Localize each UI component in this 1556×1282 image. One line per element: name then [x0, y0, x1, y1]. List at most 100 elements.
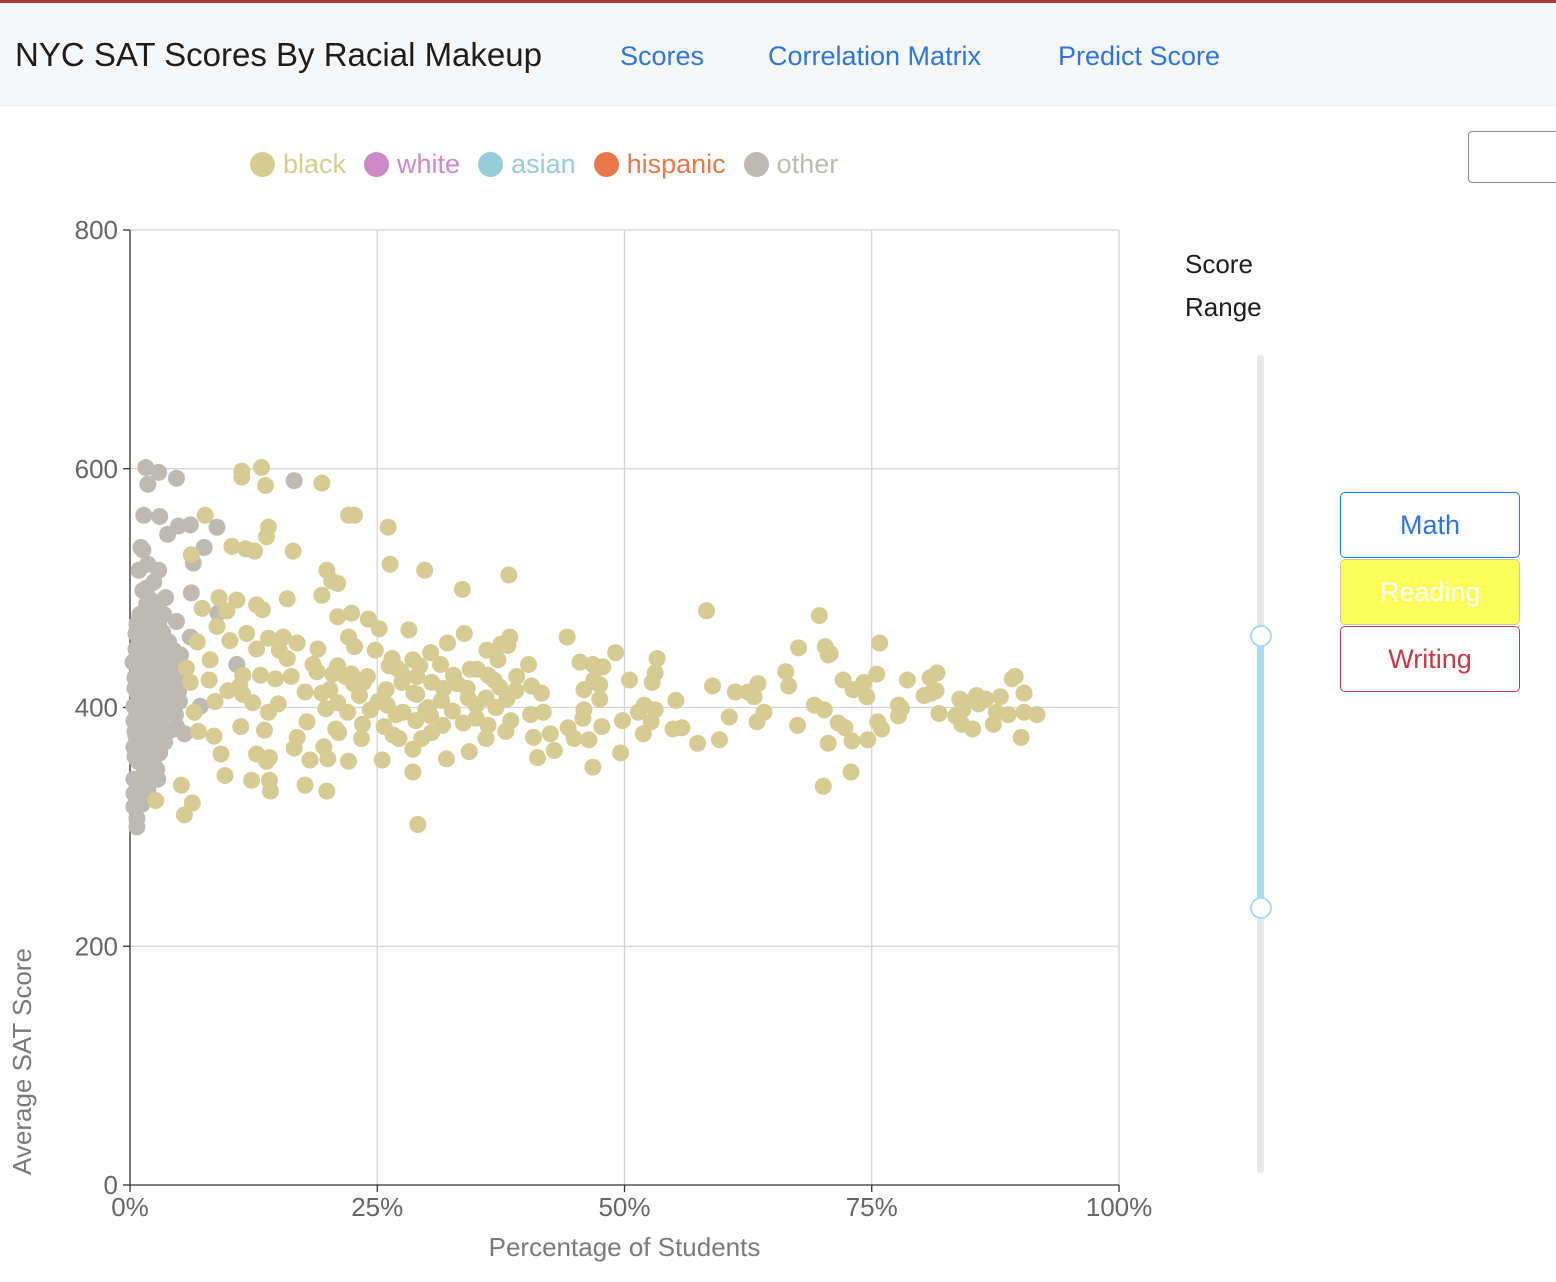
data-point-black[interactable] — [1003, 670, 1021, 688]
data-point-black[interactable] — [789, 716, 807, 734]
data-point-black[interactable] — [921, 669, 939, 687]
data-point-black[interactable] — [248, 640, 266, 658]
score-range-handle-high[interactable] — [1249, 624, 1272, 647]
data-point-black[interactable] — [1028, 706, 1046, 724]
data-point-other[interactable] — [137, 459, 155, 477]
data-point-black[interactable] — [205, 727, 223, 745]
data-point-other[interactable] — [132, 539, 150, 557]
data-point-black[interactable] — [1015, 703, 1033, 721]
data-point-black[interactable] — [256, 476, 274, 494]
data-point-black[interactable] — [284, 542, 302, 560]
data-point-black[interactable] — [455, 624, 473, 642]
data-point-black[interactable] — [313, 684, 331, 702]
data-point-other[interactable] — [132, 792, 150, 810]
data-point-other[interactable] — [167, 469, 185, 487]
data-point-black[interactable] — [629, 703, 647, 721]
data-point-black[interactable] — [317, 700, 335, 718]
data-point-black[interactable] — [278, 650, 296, 668]
data-point-black[interactable] — [460, 743, 478, 761]
data-point-black[interactable] — [489, 651, 507, 669]
data-point-other[interactable] — [182, 584, 200, 602]
data-point-other[interactable] — [139, 475, 157, 493]
data-point-black[interactable] — [407, 712, 425, 730]
data-point-black[interactable] — [330, 724, 348, 742]
data-point-black[interactable] — [246, 542, 264, 560]
data-point-black[interactable] — [350, 687, 368, 705]
data-point-black[interactable] — [584, 758, 602, 776]
math-button[interactable]: Math — [1340, 492, 1520, 558]
data-point-black[interactable] — [454, 714, 472, 732]
data-point-black[interactable] — [257, 528, 275, 546]
data-point-black[interactable] — [193, 599, 211, 617]
data-point-black[interactable] — [594, 658, 612, 676]
data-point-other[interactable] — [159, 525, 177, 543]
data-point-black[interactable] — [188, 633, 206, 651]
score-range-handle-low[interactable] — [1249, 897, 1272, 920]
data-point-black[interactable] — [508, 667, 526, 685]
data-point-black[interactable] — [390, 730, 408, 748]
data-point-other[interactable] — [145, 677, 163, 695]
data-point-black[interactable] — [353, 715, 371, 733]
legend-item-asian[interactable]: asian — [478, 149, 576, 180]
data-point-black[interactable] — [634, 725, 652, 743]
data-point-black[interactable] — [172, 776, 190, 794]
data-point-black[interactable] — [206, 693, 224, 711]
data-point-black[interactable] — [324, 665, 342, 683]
data-point-black[interactable] — [868, 665, 886, 683]
data-point-black[interactable] — [648, 650, 666, 668]
data-point-black[interactable] — [261, 782, 279, 800]
data-point-black[interactable] — [379, 518, 397, 536]
data-point-black[interactable] — [200, 671, 218, 689]
data-point-black[interactable] — [404, 740, 422, 758]
data-point-other[interactable] — [126, 747, 144, 765]
data-point-black[interactable] — [433, 691, 451, 709]
data-point-black[interactable] — [243, 771, 261, 789]
data-point-other[interactable] — [130, 706, 148, 724]
data-point-black[interactable] — [930, 704, 948, 722]
data-point-black[interactable] — [858, 688, 876, 706]
data-point-black[interactable] — [698, 602, 716, 620]
data-point-black[interactable] — [373, 751, 391, 769]
data-point-black[interactable] — [777, 663, 795, 681]
data-point-black[interactable] — [815, 701, 833, 719]
data-point-black[interactable] — [810, 607, 828, 625]
data-point-black[interactable] — [404, 763, 422, 781]
data-point-black[interactable] — [288, 634, 306, 652]
data-point-black[interactable] — [285, 739, 303, 757]
data-point-black[interactable] — [346, 638, 364, 656]
data-point-black[interactable] — [819, 646, 837, 664]
data-point-black[interactable] — [196, 506, 214, 524]
data-point-other[interactable] — [150, 463, 168, 481]
data-point-black[interactable] — [842, 763, 860, 781]
data-point-black[interactable] — [228, 591, 246, 609]
data-point-black[interactable] — [591, 676, 609, 694]
data-point-black[interactable] — [984, 715, 1002, 733]
data-point-black[interactable] — [964, 720, 982, 738]
data-point-black[interactable] — [210, 589, 228, 607]
nav-link-correlation-matrix[interactable]: Correlation Matrix — [768, 41, 982, 71]
data-point-black[interactable] — [620, 671, 638, 689]
data-point-black[interactable] — [329, 608, 347, 626]
data-point-other[interactable] — [169, 683, 187, 701]
data-point-black[interactable] — [612, 744, 630, 762]
data-point-black[interactable] — [201, 651, 219, 669]
data-point-black[interactable] — [591, 690, 609, 708]
data-point-other[interactable] — [146, 709, 164, 727]
data-point-black[interactable] — [381, 555, 399, 573]
data-point-black[interactable] — [467, 696, 485, 714]
data-point-black[interactable] — [296, 683, 314, 701]
data-point-black[interactable] — [175, 806, 193, 824]
data-point-black[interactable] — [309, 640, 327, 658]
data-point-black[interactable] — [790, 639, 808, 657]
data-point-black[interactable] — [244, 694, 262, 712]
data-point-black[interactable] — [532, 684, 550, 702]
data-point-black[interactable] — [689, 734, 707, 752]
data-point-black[interactable] — [257, 752, 275, 770]
data-point-black[interactable] — [487, 699, 505, 716]
data-point-black[interactable] — [274, 628, 292, 646]
data-point-other[interactable] — [155, 605, 173, 623]
data-point-black[interactable] — [898, 671, 916, 689]
data-point-black[interactable] — [453, 580, 471, 598]
data-point-black[interactable] — [409, 815, 427, 833]
legend-item-other[interactable]: other — [743, 149, 838, 180]
